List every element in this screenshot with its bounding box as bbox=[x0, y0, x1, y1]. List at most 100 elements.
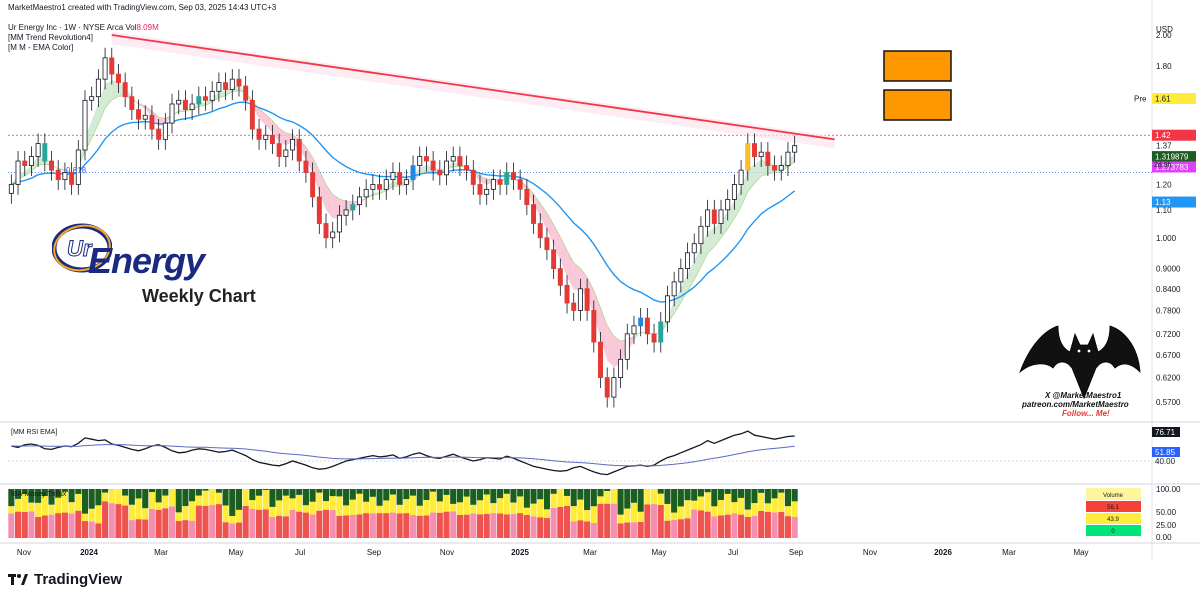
mf-bar-yellow bbox=[122, 495, 129, 506]
candle-body bbox=[758, 151, 764, 157]
mf-bar-yellow bbox=[530, 503, 537, 517]
mf-bar-green bbox=[343, 489, 350, 506]
candle-body bbox=[423, 156, 429, 162]
ribbon-segment bbox=[633, 331, 641, 341]
candle bbox=[383, 169, 389, 200]
ribbon-segment bbox=[111, 80, 119, 101]
candle bbox=[249, 90, 255, 140]
candle-body bbox=[792, 145, 798, 153]
candle-body bbox=[718, 209, 724, 224]
candle bbox=[263, 125, 269, 150]
mf-bar-red bbox=[81, 521, 89, 538]
candle-body bbox=[203, 96, 208, 101]
ema-line bbox=[11, 90, 796, 342]
rsi-value-bg bbox=[1152, 427, 1180, 437]
mf-bar-red bbox=[610, 503, 617, 538]
mf-bar-red bbox=[436, 512, 443, 538]
mf-bar-green bbox=[530, 489, 537, 504]
mf-bar-red bbox=[115, 504, 122, 538]
mf-bar-green bbox=[684, 489, 691, 501]
ribbon-segment bbox=[145, 106, 152, 117]
mf-bar-red bbox=[222, 522, 229, 538]
time-tick: Nov bbox=[863, 548, 877, 557]
candle bbox=[323, 213, 329, 249]
mf-legend-cell: 43.9 bbox=[1107, 517, 1119, 523]
candle-body bbox=[8, 184, 14, 194]
mf-bar-red bbox=[175, 521, 182, 538]
mf-bar-green bbox=[21, 489, 28, 494]
time-tick: Mar bbox=[583, 548, 597, 557]
mf-bar-yellow bbox=[510, 502, 517, 514]
mf-bar-red bbox=[664, 520, 671, 538]
candle-body bbox=[457, 156, 463, 166]
mf-bar-green bbox=[764, 489, 771, 504]
candle-body bbox=[149, 114, 155, 130]
indicator-1-label[interactable]: [MM Trend Revolution4] bbox=[8, 33, 93, 42]
mf-bar-red bbox=[791, 516, 798, 538]
candle-body bbox=[772, 165, 778, 171]
time-tick: Sep bbox=[367, 548, 382, 557]
candle-body bbox=[142, 114, 148, 120]
mf-bar-green bbox=[55, 489, 62, 498]
candle bbox=[557, 258, 563, 296]
mf-bar-yellow bbox=[302, 505, 309, 513]
rsi-level-label: 40.00 bbox=[1155, 457, 1176, 466]
mf-bar-red bbox=[383, 513, 390, 538]
symbol-line[interactable]: Ur Energy Inc · 1W · NYSE Arca Vol8.09M bbox=[8, 23, 159, 32]
mf-bar-green bbox=[289, 489, 296, 499]
mf-bar-yellow bbox=[148, 492, 155, 509]
mf-bar-green bbox=[416, 489, 423, 506]
mf-bar-yellow bbox=[168, 489, 176, 507]
mf-bar-red bbox=[189, 520, 196, 538]
candle-body bbox=[725, 199, 731, 211]
mf-bar-green bbox=[751, 489, 758, 504]
candle bbox=[269, 125, 275, 154]
mf-bar-red bbox=[744, 516, 751, 538]
mf-bar-red bbox=[55, 513, 62, 538]
mf-bar-green bbox=[483, 489, 490, 495]
mf-bar-red bbox=[637, 521, 644, 538]
mf-bar-green bbox=[122, 489, 129, 496]
mf-bar-yellow bbox=[630, 502, 638, 523]
candle-body bbox=[363, 188, 369, 198]
mf-bar-green bbox=[256, 489, 263, 496]
mf-bar-red bbox=[751, 515, 758, 538]
ribbon-segment bbox=[593, 290, 601, 339]
mf-bar-yellow bbox=[61, 491, 68, 513]
candle bbox=[69, 162, 75, 195]
mf-bar-yellow bbox=[356, 493, 363, 515]
time-tick: 2025 bbox=[511, 548, 529, 557]
indicator-2-label[interactable]: [M M - EMA Color] bbox=[8, 43, 74, 52]
candle-body bbox=[517, 179, 523, 190]
candle bbox=[604, 367, 610, 408]
mf-bar-red bbox=[148, 508, 155, 538]
mf-bar-red bbox=[403, 513, 410, 538]
candle bbox=[631, 315, 637, 345]
mf-bar-red bbox=[490, 513, 497, 538]
mf-bar-red bbox=[155, 509, 162, 538]
mf-bar-yellow bbox=[403, 499, 410, 514]
candle-body bbox=[417, 156, 423, 166]
candle-body bbox=[316, 196, 322, 224]
price-tick: 1.20 bbox=[1156, 180, 1172, 189]
mf-bar-green bbox=[182, 489, 189, 507]
mf-bar-yellow bbox=[784, 506, 792, 517]
ribbon-segment bbox=[372, 191, 380, 196]
mf-level-tick: 25.00 bbox=[1156, 521, 1177, 530]
mf-bar-yellow bbox=[563, 495, 571, 506]
ribbon-segment bbox=[707, 228, 715, 254]
mf-bar-green bbox=[296, 489, 303, 495]
mf-bar-red bbox=[396, 513, 403, 538]
mf-bar-green bbox=[597, 489, 604, 497]
candle bbox=[537, 213, 543, 249]
tradingview-footer[interactable]: TradingView bbox=[8, 571, 122, 588]
candle-body bbox=[450, 156, 456, 162]
ribbon-segment bbox=[721, 212, 728, 238]
price-tick: 0.9000 bbox=[1156, 265, 1181, 274]
candle bbox=[504, 162, 510, 195]
candle bbox=[28, 146, 34, 176]
candle bbox=[430, 150, 436, 181]
mf-legend-cell: 0 bbox=[1111, 529, 1115, 535]
chart-title: MarketMaestro1 created with TradingView.… bbox=[8, 3, 277, 12]
